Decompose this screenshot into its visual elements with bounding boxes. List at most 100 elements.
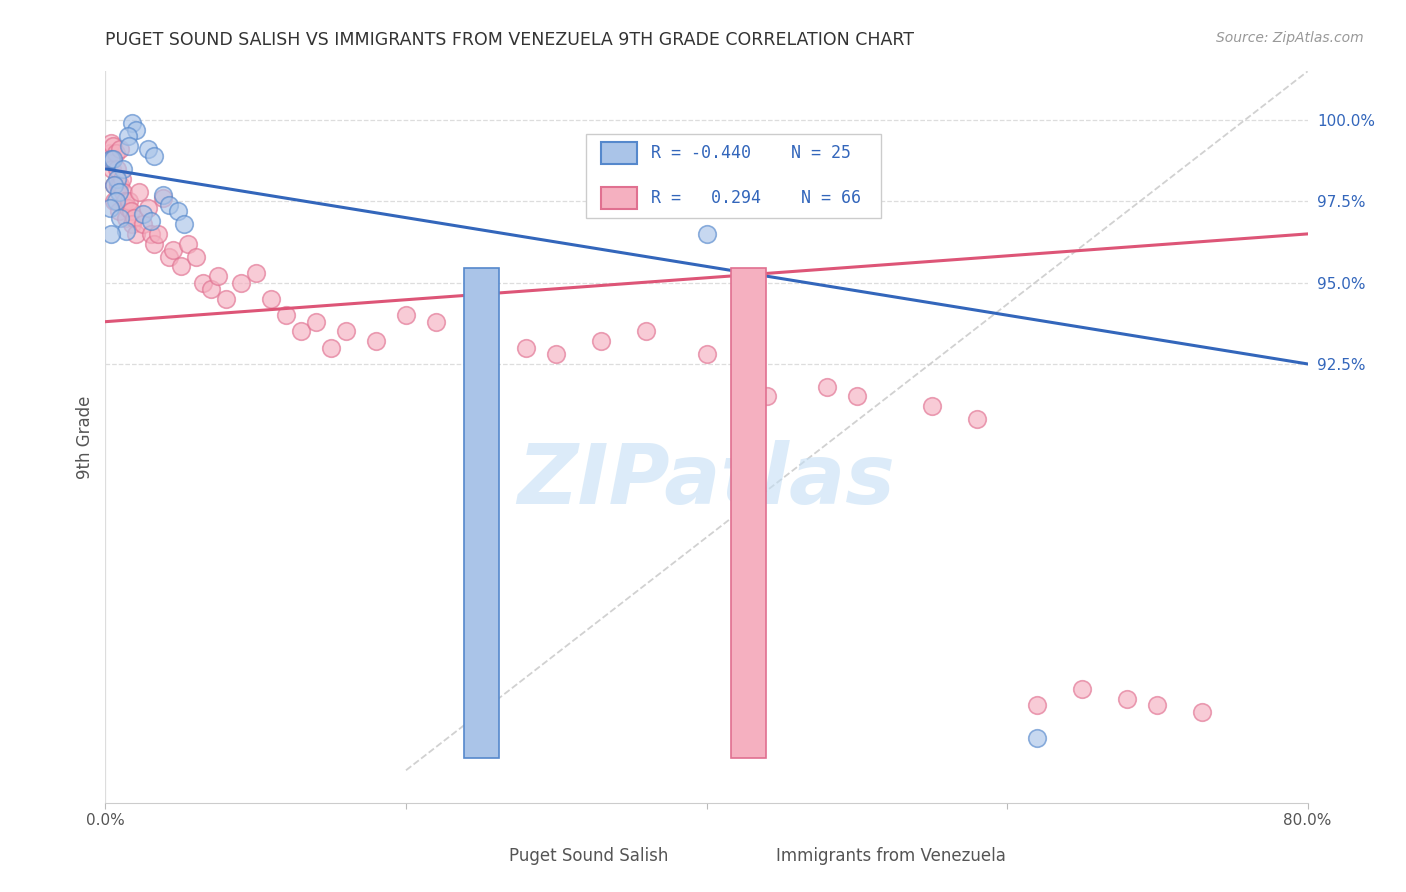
Point bbox=[136, 142, 159, 156]
Point bbox=[157, 197, 180, 211]
Point bbox=[107, 171, 129, 186]
Point bbox=[966, 412, 988, 426]
Point bbox=[319, 341, 342, 355]
Point bbox=[142, 149, 165, 163]
Point bbox=[470, 325, 492, 339]
Point bbox=[229, 276, 252, 290]
Text: R = -0.440    N = 25: R = -0.440 N = 25 bbox=[651, 145, 851, 162]
Point bbox=[290, 325, 312, 339]
Point bbox=[136, 201, 159, 215]
Point bbox=[101, 152, 124, 166]
Point bbox=[146, 227, 169, 241]
Point bbox=[177, 236, 200, 251]
Text: R =   0.294    N = 66: R = 0.294 N = 66 bbox=[651, 189, 862, 207]
Point bbox=[115, 211, 138, 225]
Point bbox=[110, 142, 132, 156]
Text: Immigrants from Venezuela: Immigrants from Venezuela bbox=[776, 847, 1005, 865]
Point bbox=[132, 207, 155, 221]
Point bbox=[118, 194, 141, 209]
Point bbox=[121, 217, 143, 231]
Point bbox=[110, 178, 132, 193]
Point bbox=[139, 227, 162, 241]
Point bbox=[112, 185, 135, 199]
Point bbox=[260, 292, 283, 306]
Point bbox=[169, 260, 191, 274]
Point bbox=[921, 399, 943, 413]
Point bbox=[100, 136, 122, 150]
Bar bbox=[600, 143, 637, 164]
Point bbox=[245, 266, 267, 280]
Point bbox=[305, 315, 328, 329]
Point bbox=[636, 325, 658, 339]
Point bbox=[1116, 691, 1139, 706]
Point bbox=[214, 292, 236, 306]
Point bbox=[104, 145, 127, 160]
Point bbox=[152, 191, 174, 205]
Point bbox=[117, 129, 139, 144]
Point bbox=[395, 308, 418, 322]
Point bbox=[98, 201, 121, 215]
Point bbox=[115, 224, 138, 238]
Point bbox=[1191, 705, 1213, 719]
Point bbox=[425, 315, 447, 329]
Point bbox=[117, 201, 139, 215]
Point bbox=[118, 139, 141, 153]
Point bbox=[142, 236, 165, 251]
Y-axis label: 9th Grade: 9th Grade bbox=[76, 395, 94, 479]
Point bbox=[755, 389, 778, 403]
Point bbox=[139, 214, 162, 228]
Point bbox=[364, 334, 387, 348]
Point bbox=[114, 194, 136, 209]
Point bbox=[108, 204, 131, 219]
Point bbox=[1071, 681, 1094, 696]
Point bbox=[1026, 698, 1049, 713]
Point bbox=[100, 227, 122, 241]
Point bbox=[98, 145, 121, 160]
Point bbox=[128, 185, 150, 199]
Point bbox=[1146, 698, 1168, 713]
Point bbox=[200, 282, 222, 296]
Point bbox=[152, 187, 174, 202]
Point bbox=[124, 123, 146, 137]
Point bbox=[274, 308, 297, 322]
Point bbox=[162, 243, 184, 257]
Point bbox=[101, 139, 124, 153]
Point bbox=[157, 250, 180, 264]
Point bbox=[696, 227, 718, 241]
Point bbox=[110, 211, 132, 225]
Point bbox=[121, 116, 143, 130]
Point bbox=[335, 325, 357, 339]
Point bbox=[112, 161, 135, 176]
Point bbox=[103, 178, 125, 193]
Point bbox=[111, 171, 134, 186]
Point bbox=[108, 185, 131, 199]
Text: Source: ZipAtlas.com: Source: ZipAtlas.com bbox=[1216, 31, 1364, 45]
Bar bbox=[586, 134, 880, 218]
Point bbox=[207, 269, 229, 284]
Point bbox=[107, 178, 129, 193]
Point bbox=[815, 380, 838, 394]
Point bbox=[104, 194, 127, 209]
Point bbox=[845, 389, 868, 403]
Point bbox=[103, 178, 125, 193]
Point bbox=[100, 152, 122, 166]
Point bbox=[101, 161, 124, 176]
Point bbox=[546, 347, 568, 361]
Text: Puget Sound Salish: Puget Sound Salish bbox=[509, 847, 668, 865]
Point bbox=[166, 204, 188, 219]
Point bbox=[591, 334, 613, 348]
Point bbox=[515, 341, 537, 355]
Point bbox=[100, 152, 122, 166]
Point bbox=[173, 217, 195, 231]
Point bbox=[103, 194, 125, 209]
Point bbox=[184, 250, 207, 264]
Point bbox=[107, 161, 129, 176]
Point bbox=[124, 227, 146, 241]
Text: ZIPatlas: ZIPatlas bbox=[517, 441, 896, 522]
Point bbox=[191, 276, 214, 290]
Point bbox=[120, 204, 142, 219]
Point bbox=[122, 211, 145, 225]
Point bbox=[132, 217, 155, 231]
Point bbox=[696, 347, 718, 361]
Text: PUGET SOUND SALISH VS IMMIGRANTS FROM VENEZUELA 9TH GRADE CORRELATION CHART: PUGET SOUND SALISH VS IMMIGRANTS FROM VE… bbox=[105, 31, 914, 49]
